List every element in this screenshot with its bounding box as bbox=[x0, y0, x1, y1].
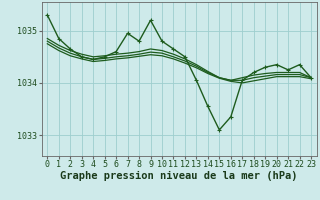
X-axis label: Graphe pression niveau de la mer (hPa): Graphe pression niveau de la mer (hPa) bbox=[60, 171, 298, 181]
